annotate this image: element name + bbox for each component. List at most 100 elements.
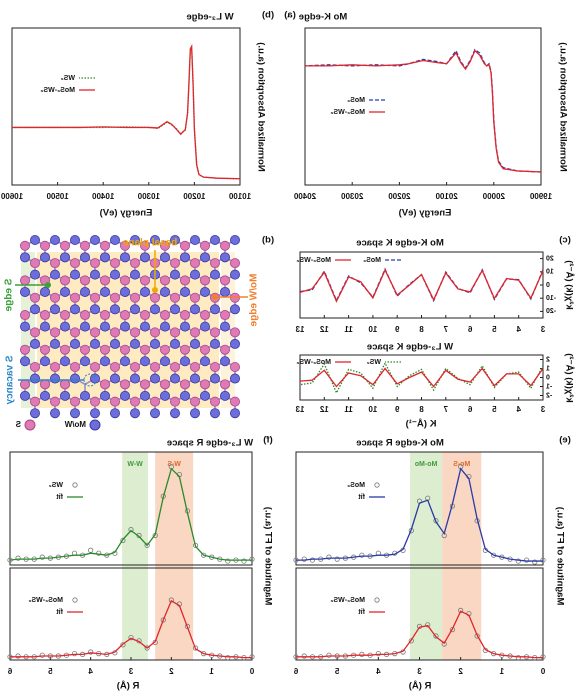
- series-line: [9, 467, 252, 561]
- atom: [60, 344, 71, 355]
- x-tick-label: 11: [344, 405, 353, 414]
- atom: [220, 310, 231, 321]
- x-tick-label: 0: [540, 667, 545, 676]
- atom: [29, 373, 40, 384]
- data-point: [359, 552, 365, 558]
- atom: [230, 269, 241, 280]
- atom: [60, 356, 71, 367]
- atom: [200, 240, 211, 251]
- atom: [80, 310, 91, 321]
- x-tick-label: 3: [540, 325, 545, 334]
- atom: [150, 362, 161, 373]
- atom: [90, 408, 101, 419]
- x-tick-label: 10300: [137, 192, 160, 201]
- x-axis-title: Energy (eV): [100, 208, 153, 219]
- s-vacancy-label: S vacancy: [5, 356, 16, 405]
- panel-label: (e): [559, 435, 571, 446]
- legend-label: MoS₂-WS₂: [296, 257, 331, 264]
- data-point: [96, 550, 102, 556]
- data-point: [15, 653, 21, 659]
- atom: [170, 234, 181, 245]
- panel-label: (a): [284, 10, 296, 21]
- atom: [170, 258, 181, 269]
- x-tick-label: 10: [368, 325, 377, 334]
- data-point: [540, 654, 546, 660]
- atom: [90, 362, 101, 373]
- x-tick-label: 8: [419, 405, 424, 414]
- series-line: [296, 467, 543, 562]
- atom: [80, 240, 91, 251]
- x-tick-label: 5: [492, 325, 497, 334]
- atom: [220, 356, 231, 367]
- atom: [70, 234, 81, 245]
- atom: [180, 286, 191, 297]
- data-point: [249, 654, 255, 660]
- atom: [140, 240, 151, 251]
- legend-marker: [72, 482, 78, 488]
- y-axis-title: Magnitude of FT (a.u.): [262, 507, 273, 606]
- atom: [60, 286, 71, 297]
- atom: [180, 310, 191, 321]
- atom: [230, 234, 241, 245]
- atom: [140, 310, 151, 321]
- atom: [49, 327, 60, 338]
- data-point: [326, 652, 332, 658]
- atom: [100, 286, 111, 297]
- data-point: [249, 556, 255, 562]
- legend-label: MoS₂-WS₂: [296, 359, 331, 366]
- atom: [140, 390, 151, 401]
- atom: [60, 275, 71, 286]
- atom: [210, 269, 221, 280]
- atom: [190, 408, 201, 419]
- y-tick-label: -10: [546, 295, 556, 302]
- data-point: [144, 645, 150, 651]
- x-tick-label: 10400: [92, 192, 115, 201]
- atom: [29, 234, 40, 245]
- atom: [70, 304, 81, 315]
- series-line: [299, 367, 544, 388]
- y-tick-label: -1: [546, 383, 552, 390]
- atom: [150, 304, 161, 315]
- x-axis-title: R (Å): [409, 681, 432, 692]
- x-tick-label: 20200: [388, 192, 411, 201]
- data-point: [359, 651, 365, 658]
- atom: [90, 304, 101, 315]
- data-point: [88, 649, 94, 655]
- data-point: [192, 645, 199, 651]
- atom: [39, 379, 50, 390]
- atom: [70, 258, 81, 269]
- chart-title: W L₃-edge: [186, 12, 233, 23]
- atom: [200, 275, 211, 286]
- atom: [49, 292, 60, 303]
- x-tick-label: 4: [516, 405, 521, 414]
- data-point: [39, 554, 45, 560]
- atom: [160, 240, 171, 251]
- atom: [210, 304, 221, 315]
- atom: [150, 408, 161, 419]
- atom: [120, 390, 131, 401]
- atom: [160, 356, 171, 367]
- data-point: [515, 558, 521, 564]
- x-tick-label: 4: [88, 667, 93, 676]
- atom: [120, 310, 131, 321]
- atom: [180, 356, 191, 367]
- legend-atom: [89, 419, 101, 431]
- atom: [180, 344, 191, 355]
- legend-label: MoS₂-WS₂: [330, 597, 365, 604]
- y-tick-label: 0: [546, 374, 550, 381]
- atom: [110, 408, 121, 419]
- atom: [180, 321, 191, 332]
- atom: [170, 373, 181, 384]
- legend-label: MoS₂: [347, 482, 365, 489]
- atom: [110, 338, 121, 349]
- atom: [140, 379, 151, 390]
- atom: [90, 269, 101, 280]
- atom: [230, 338, 241, 349]
- data-point: [433, 633, 439, 639]
- x-axis-title: Energy (eV): [399, 208, 452, 219]
- atom: [80, 344, 91, 355]
- atom: [39, 344, 50, 355]
- atom: [190, 338, 201, 349]
- atom: [39, 321, 50, 332]
